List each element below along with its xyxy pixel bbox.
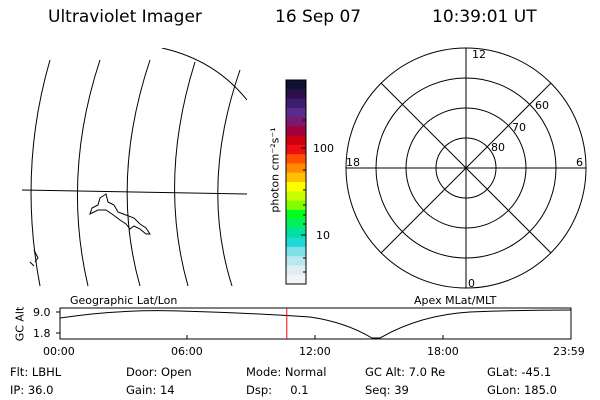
colorbar-cell (286, 135, 306, 146)
colorbar-cell (286, 191, 306, 202)
colorbar-cell (286, 89, 306, 100)
mode-info: Mode: Normal (246, 365, 327, 379)
glon-info: GLon: 185.0 (487, 383, 557, 397)
ip-info: IP: 36.0 (10, 383, 54, 397)
colorbar-cell (286, 265, 306, 276)
timeline-ytick-bottom: 1.8 (33, 327, 51, 340)
mlt-label-0: 0 (468, 277, 475, 290)
gain-info: Gain: 14 (126, 383, 175, 397)
timeline-ylabel: GC Alt (13, 306, 27, 342)
colorbar-cell (286, 246, 306, 257)
image-date: 16 Sep 07 (275, 7, 362, 27)
mlt-label-12: 12 (472, 48, 486, 61)
colorbar-cell (286, 144, 306, 155)
dsp-info: Dsp: 0.1 (246, 383, 309, 397)
colorbar-cell (286, 237, 306, 248)
right-map-label: Apex MLat/MLT (414, 294, 497, 307)
mlat-label-80: 80 (491, 141, 505, 154)
colorbar-cell (286, 107, 306, 118)
colorbar-cell (286, 274, 306, 285)
colorbar-cell (286, 200, 306, 211)
colorbar-cell (286, 228, 306, 239)
mlt-label-6: 6 (576, 156, 583, 169)
filter-info: Flt: LBHL (10, 365, 62, 379)
colorbar-cell (286, 98, 306, 109)
colorbar-tick-10: 10 (316, 229, 330, 242)
colorbar-cell (286, 154, 306, 164)
timeline-ytick-top: 9.0 (33, 306, 51, 319)
app-title: Ultraviolet Imager (48, 7, 202, 27)
colorbar-cell (286, 163, 306, 174)
timeline-xtick-0600: 06:00 (171, 345, 203, 358)
colorbar-cell (286, 80, 306, 90)
colorbar-unit-label: photon cm⁻²s⁻¹ (268, 127, 282, 213)
mlat-label-70: 70 (512, 121, 526, 134)
colorbar-cell (286, 256, 306, 266)
colorbar-cell (286, 117, 306, 127)
colorbar-cell (286, 182, 306, 192)
timeline-xtick-0000: 00:00 (43, 345, 75, 358)
colorbar-cell (286, 126, 306, 137)
timeline-xtick-1800: 18:00 (427, 345, 459, 358)
seq-info: Seq: 39 (365, 383, 409, 397)
colorbar-cell (286, 219, 306, 229)
door-info: Door: Open (126, 365, 192, 379)
timeline-xtick-2359: 23:59 (553, 345, 585, 358)
gc-alt-info: GC Alt: 7.0 Re (365, 365, 446, 379)
glat-info: GLat: -45.1 (487, 365, 552, 379)
left-map-label: Geographic Lat/Lon (70, 294, 178, 307)
timeline-xtick-1200: 12:00 (299, 345, 331, 358)
mlat-label-60: 60 (535, 99, 549, 112)
colorbar-cell (286, 209, 306, 220)
mlt-label-18: 18 (346, 156, 360, 169)
image-time: 10:39:01 UT (432, 7, 537, 27)
colorbar-tick-100: 100 (313, 142, 334, 155)
colorbar-cell (286, 172, 306, 183)
